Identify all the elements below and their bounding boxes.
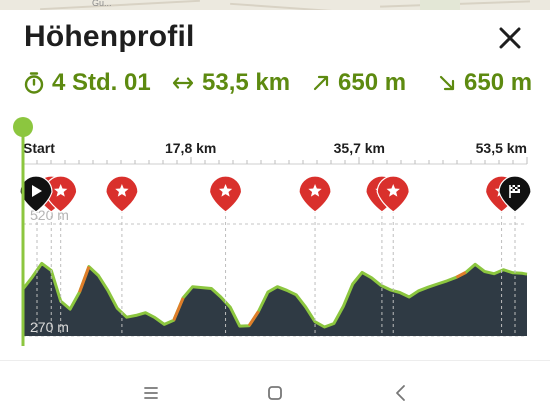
steep-segment [455,271,467,279]
finish-marker [498,175,532,213]
duration-value: 4 Std. 01 [52,69,151,96]
distance-value: 53,5 km [202,69,291,96]
x-axis-label: 35,7 km [334,140,385,156]
star-icon [54,184,68,197]
elevation-line [21,261,528,329]
flag-check [517,187,520,189]
map-road [40,0,200,11]
x-axis-label: Start [23,140,55,156]
stopwatch-icon [24,72,44,94]
flag-check [512,187,515,189]
flag-check [510,189,513,191]
steep-segment [172,297,185,321]
descent-stat: 650 m [438,69,532,97]
steep-segment [247,310,260,327]
elevation-chart[interactable]: Start 17,8 km 35,7 km 53,5 km 520 m 270 m [0,106,550,346]
close-icon [499,27,521,49]
flag-check [515,189,518,191]
star-icon [386,184,400,197]
tour-stats: 4 Std. 01 53,5 km 650 m [24,66,534,100]
start-marker [19,175,53,213]
flag-check [510,185,513,187]
recent-apps-icon [144,387,158,399]
distance-stat: 53,5 km [172,69,312,97]
divider [0,360,550,361]
home-icon [268,386,282,400]
descent-value: 650 m [464,69,533,96]
poi-marker [105,175,139,213]
star-icon [218,184,233,197]
system-navigation-bar [0,370,550,414]
finish-marker-shape [498,175,532,213]
x-axis-label: 53,5 km [476,140,527,156]
map-label: Gu... [92,0,112,8]
poi-marker [376,175,410,213]
recent-apps-button[interactable] [136,378,166,408]
flag-check [515,185,518,187]
ascent-arrow-icon [312,74,330,92]
ascent-stat: 650 m [312,69,438,97]
play-icon [32,185,42,197]
steep-segment [78,266,91,293]
back-icon [396,385,405,401]
close-button[interactable] [494,22,526,54]
duration-stat: 4 Std. 01 [24,69,172,97]
map-area [420,0,460,12]
page-title: Höhenprofil [24,20,195,53]
star-icon [308,184,322,197]
y-axis-label: 270 m [30,319,69,335]
star-icon [115,184,129,197]
position-slider-handle[interactable] [13,117,33,137]
distance-arrows-icon [172,75,194,91]
x-axis-label: 17,8 km [165,140,216,156]
map-background[interactable]: Gu... [0,0,550,12]
ascent-value: 650 m [338,69,407,96]
back-button[interactable] [386,378,416,408]
poi-marker [44,175,78,213]
elevation-profile-panel: Höhenprofil 4 Std. 01 53,5 km [0,10,550,414]
home-button[interactable] [260,378,290,408]
poi-marker [208,175,243,213]
elevation-area [23,263,527,336]
poi-marker [298,175,332,213]
descent-arrow-icon [438,74,456,92]
